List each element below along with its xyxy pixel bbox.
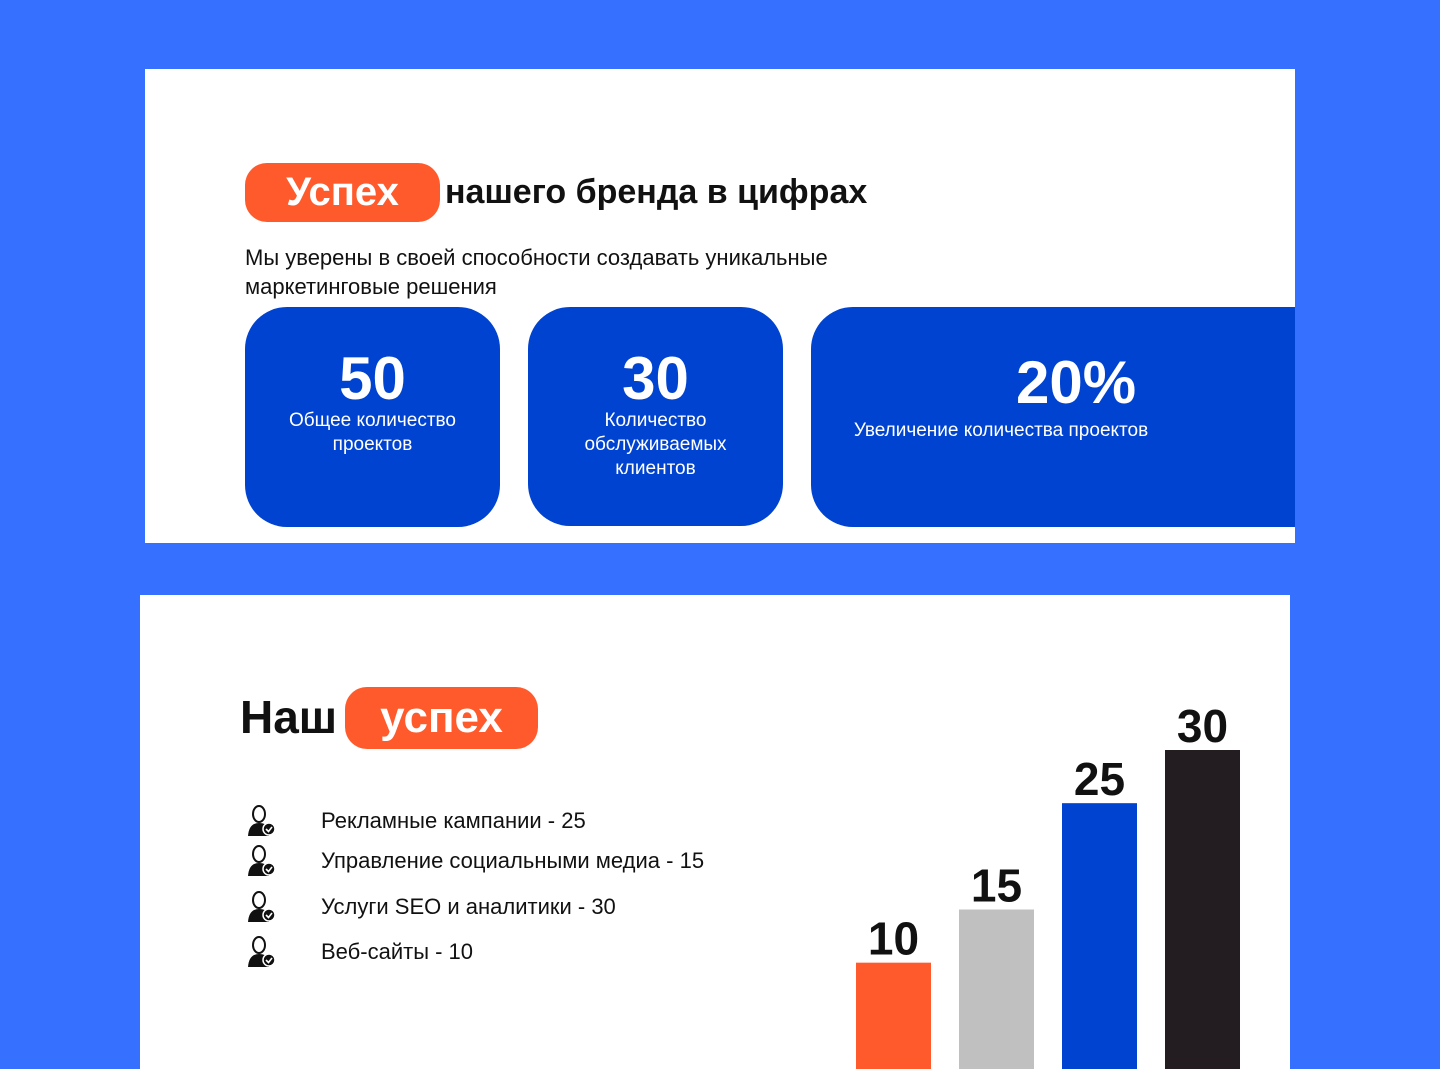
list-text: Веб-сайты - 10 <box>321 939 474 964</box>
bar <box>856 962 931 1069</box>
bar <box>959 909 1034 1069</box>
data-label: 25 <box>1074 753 1125 805</box>
subtitle-line: Мы уверены в своей способности создавать… <box>245 245 828 270</box>
chart: 10 15 25 30 <box>856 700 1240 1069</box>
user-icon <box>248 845 276 876</box>
data-label: 15 <box>971 860 1022 912</box>
title-highlight: Успех <box>245 163 440 222</box>
stat-value: 50 <box>339 345 406 412</box>
data-label: 30 <box>1177 700 1228 752</box>
list-item: Управление социальными медиа - 15 <box>247 845 704 877</box>
list-text: Услуги SEO и аналитики - 30 <box>321 894 616 919</box>
data-label: 10 <box>868 913 919 965</box>
bar <box>1062 803 1137 1069</box>
list-text: Рекламные кампании - 25 <box>321 808 586 833</box>
title: нашего бренда в цифрах <box>445 173 868 211</box>
list-item: Услуги SEO и аналитики - 30 <box>247 891 616 923</box>
title-highlight: успех <box>345 687 538 749</box>
user-icon <box>248 805 276 836</box>
stat-label: Общее количество проектов <box>289 410 456 455</box>
success-section: Наш успех Рекламные кампании - 25 Управле… <box>140 595 1290 1069</box>
user-icon <box>248 936 276 967</box>
stat-value: 30 <box>622 345 689 412</box>
stat-card: 20% Увеличение количества проектов <box>811 307 1295 527</box>
stat-label: Увеличение количества проектов <box>853 420 1149 441</box>
user-icon <box>248 891 276 922</box>
subtitle-line: маркетинговые решения <box>245 274 497 299</box>
list: Рекламные кампании - 25 Управление социал… <box>247 805 847 985</box>
bar <box>1165 750 1240 1069</box>
stat-value: 20% <box>1015 349 1137 416</box>
stat-card: 30 Количество обслуживаемых клиентов <box>528 307 783 526</box>
stat-card: 50 Общее количество проектов <box>245 307 500 527</box>
subtitle: Мы уверены в своей способности создавать… <box>245 243 828 301</box>
stat-label: Количество обслуживаемых клиентов <box>584 410 727 479</box>
list-item: Веб-сайты - 10 <box>247 936 473 968</box>
list-item: Рекламные кампании - 25 <box>247 805 586 837</box>
list-text: Управление социальными медиа - 15 <box>321 848 705 873</box>
title: Наш <box>240 691 338 743</box>
stats-section: Успех нашего бренда в цифрах Мы уверены … <box>145 69 1295 543</box>
